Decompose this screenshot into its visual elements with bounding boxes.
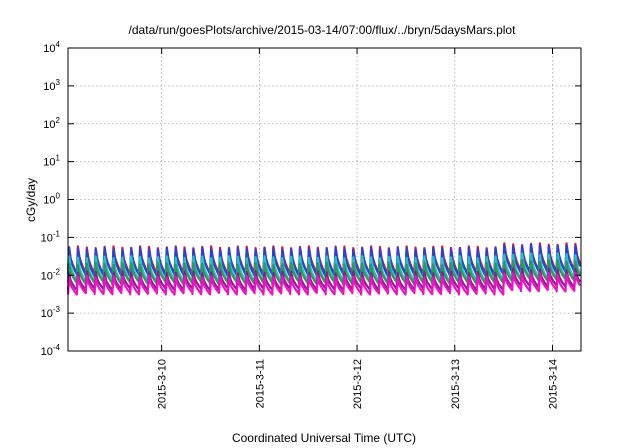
y-tick-label: 10-1 [41, 229, 61, 244]
grid [68, 48, 581, 351]
y-tick-label: 10-2 [41, 267, 61, 282]
y-tick-label: 102 [43, 116, 60, 131]
y-tick-label: 101 [43, 154, 60, 169]
y-axis-label: cGy/day [24, 178, 38, 222]
y-tick-label: 103 [43, 78, 60, 93]
series-layer [66, 242, 582, 296]
x-tick-label: 2015-3-13 [450, 359, 462, 409]
y-tick-label: 100 [43, 192, 60, 207]
y-tick-label: 10-4 [41, 343, 61, 358]
series-line [66, 271, 582, 296]
y-tick-label: 104 [43, 40, 60, 55]
x-tick-label: 2015-3-14 [548, 359, 560, 409]
x-tick-label: 2015-3-11 [254, 359, 266, 408]
chart-title: /data/run/goesPlots/archive/2015-03-14/0… [129, 23, 517, 37]
x-tick-label: 2015-3-10 [157, 359, 169, 409]
axes: 104 103 102 101 100 10-1 10-2 10-3 10-4 2015-3-10… [41, 40, 581, 409]
y-tick-label: 10-3 [41, 305, 61, 320]
x-tick-label: 2015-3-12 [352, 359, 364, 409]
x-axis-label: Coordinated Universal Time (UTC) [232, 431, 416, 445]
